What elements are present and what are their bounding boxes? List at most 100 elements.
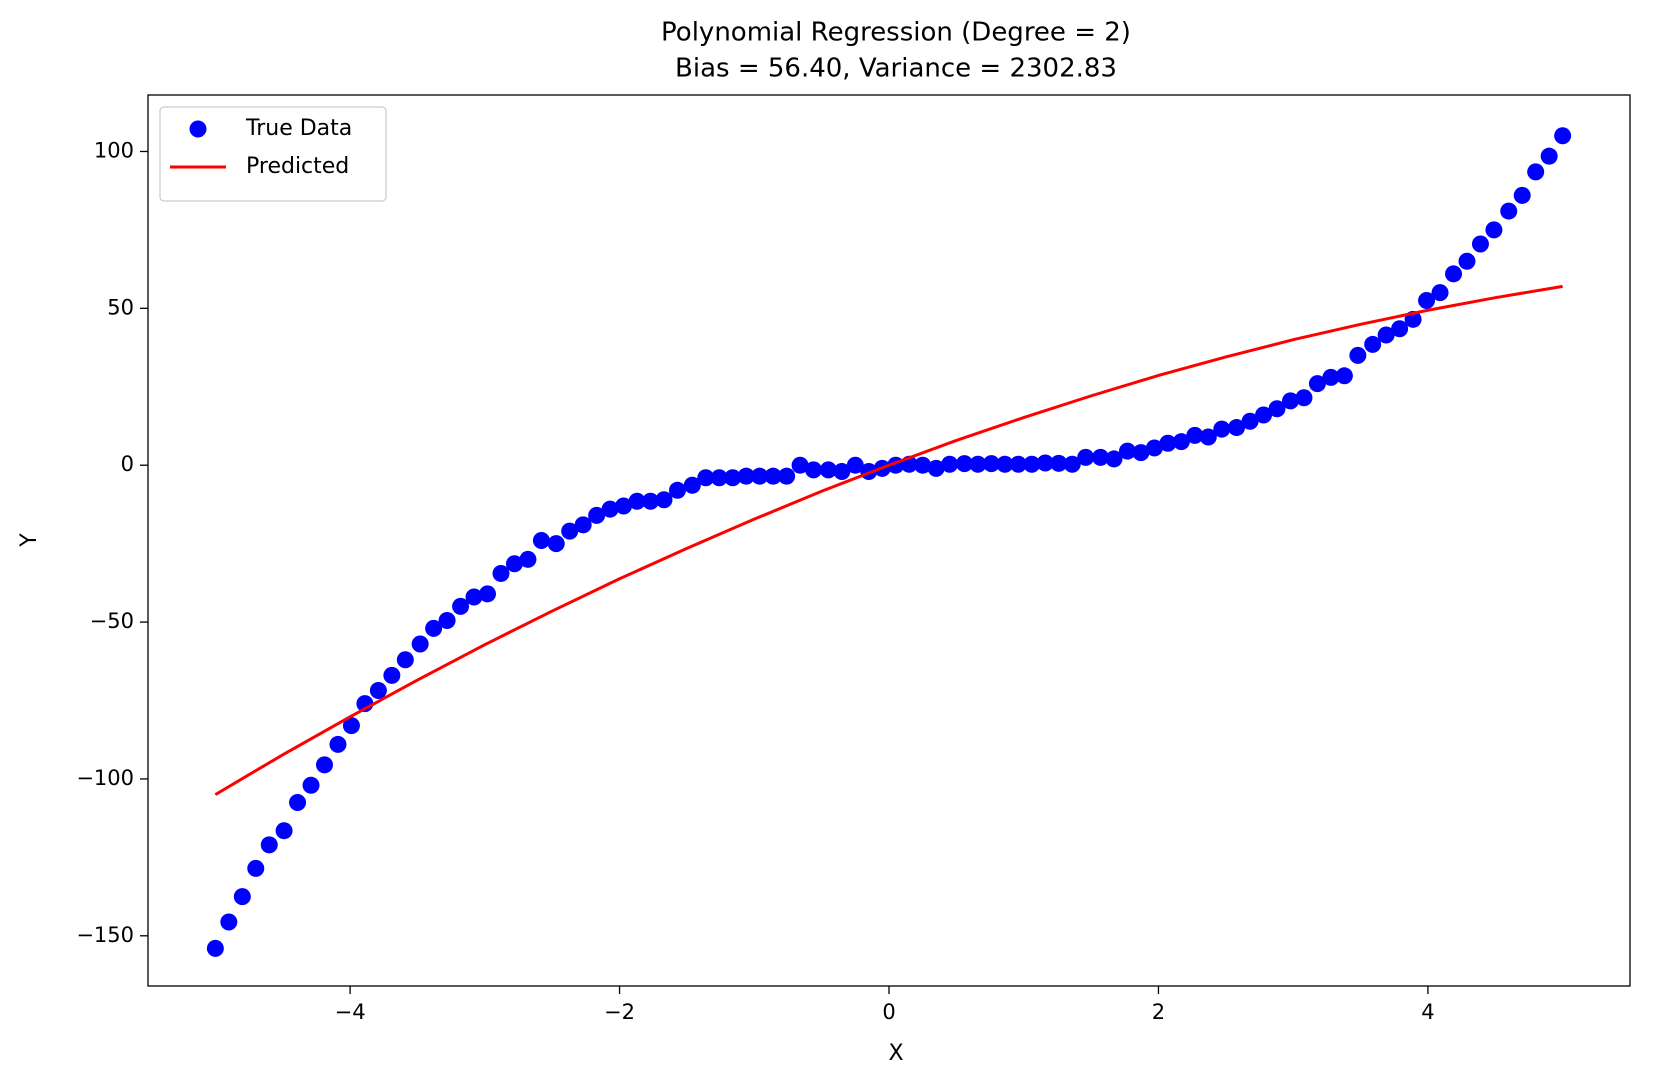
data-point: [1172, 433, 1190, 451]
data-point: [1281, 392, 1299, 410]
data-point: [819, 461, 837, 479]
data-point: [1349, 346, 1367, 364]
chart-subtitle: Bias = 56.40, Variance = 2302.83: [675, 54, 1117, 84]
data-point: [465, 588, 483, 606]
data-point: [1500, 202, 1518, 220]
data-point: [233, 888, 251, 906]
data-point: [1335, 367, 1353, 385]
data-point: [588, 506, 606, 524]
data-point: [302, 776, 320, 794]
data-point: [1458, 252, 1476, 270]
data-point: [206, 939, 224, 957]
data-point: [479, 585, 497, 603]
data-point: [1241, 412, 1259, 430]
data-point: [833, 462, 851, 480]
data-point: [955, 455, 973, 473]
y-tick-label: −150: [76, 923, 134, 947]
data-point: [1391, 320, 1409, 338]
data-point: [1077, 448, 1095, 466]
data-point: [1431, 284, 1449, 302]
data-point: [289, 793, 307, 811]
data-point: [342, 717, 360, 735]
data-point: [1105, 450, 1123, 468]
y-tick-label: −100: [76, 766, 134, 790]
y-tick-label: 50: [107, 295, 134, 319]
x-tick-label: 0: [882, 1000, 895, 1024]
data-point: [574, 516, 592, 534]
data-point: [452, 597, 470, 615]
y-tick-label: −50: [90, 609, 134, 633]
data-point: [724, 469, 742, 487]
line: [214, 284, 1563, 796]
data-point: [1036, 454, 1054, 472]
data-point: [628, 492, 646, 510]
x-tick-label: 4: [1421, 1000, 1434, 1024]
axes-frame: [147, 94, 1631, 987]
data-point: [519, 550, 537, 568]
data-point: [369, 681, 387, 699]
data-point: [1377, 326, 1395, 344]
data-point: [1159, 434, 1177, 452]
data-point: [1228, 419, 1246, 437]
data-point: [996, 455, 1014, 473]
data-point: [532, 532, 550, 549]
data-point: [1092, 448, 1110, 466]
data-point: [1295, 389, 1313, 407]
data-point: [1255, 406, 1273, 424]
data-point: [383, 666, 401, 684]
data-point: [927, 459, 945, 477]
data-point: [329, 735, 347, 753]
data-point: [247, 859, 265, 877]
data-point: [411, 635, 429, 653]
y-tick-label: 0: [121, 452, 134, 476]
data-point: [668, 481, 686, 499]
data-point: [982, 455, 1000, 473]
chart-title: Polynomial Regression (Degree = 2): [661, 18, 1131, 48]
data-point: [505, 555, 523, 573]
data-point: [1050, 454, 1068, 472]
data-point: [1540, 147, 1558, 165]
data-point: [1063, 455, 1081, 473]
data-point: [1445, 265, 1463, 283]
data-point: [969, 455, 987, 473]
data-point: [260, 836, 278, 854]
legend-label: Predicted: [246, 154, 349, 179]
data-point: [1268, 400, 1286, 418]
data-point: [492, 564, 510, 582]
data-point: [615, 497, 633, 515]
data-point: [561, 522, 579, 540]
data-point: [791, 456, 809, 474]
data-point: [697, 469, 715, 487]
data-point: [1471, 235, 1489, 253]
data-point: [751, 467, 769, 485]
data-point: [396, 651, 414, 669]
x-tick-label: −4: [335, 1000, 366, 1024]
y-axis-label: Y: [17, 533, 42, 548]
data-point: [1118, 442, 1136, 460]
data-point: [1527, 163, 1545, 181]
data-point: [710, 469, 728, 487]
y-tick-label: 100: [94, 138, 134, 162]
data-point: [425, 619, 443, 637]
data-point: [764, 467, 782, 485]
data-point: [1132, 444, 1150, 462]
data-point: [737, 467, 755, 485]
data-point: [1213, 420, 1231, 438]
legend-label: True Data: [245, 116, 352, 141]
data-point: [1145, 439, 1163, 457]
data-point: [315, 756, 333, 774]
data-point: [1186, 426, 1204, 444]
data-point: [1554, 127, 1572, 145]
data-point: [601, 500, 619, 518]
x-tick-label: 2: [1152, 1000, 1165, 1024]
legend-box: [159, 106, 387, 202]
data-point: [1199, 428, 1217, 446]
data-point: [914, 456, 932, 474]
data-point: [1364, 335, 1382, 353]
data-point: [275, 822, 293, 840]
data-point: [1009, 455, 1027, 473]
data-point: [683, 476, 701, 494]
data-point: [805, 461, 823, 479]
data-point: [438, 612, 456, 630]
data-point: [655, 491, 673, 509]
